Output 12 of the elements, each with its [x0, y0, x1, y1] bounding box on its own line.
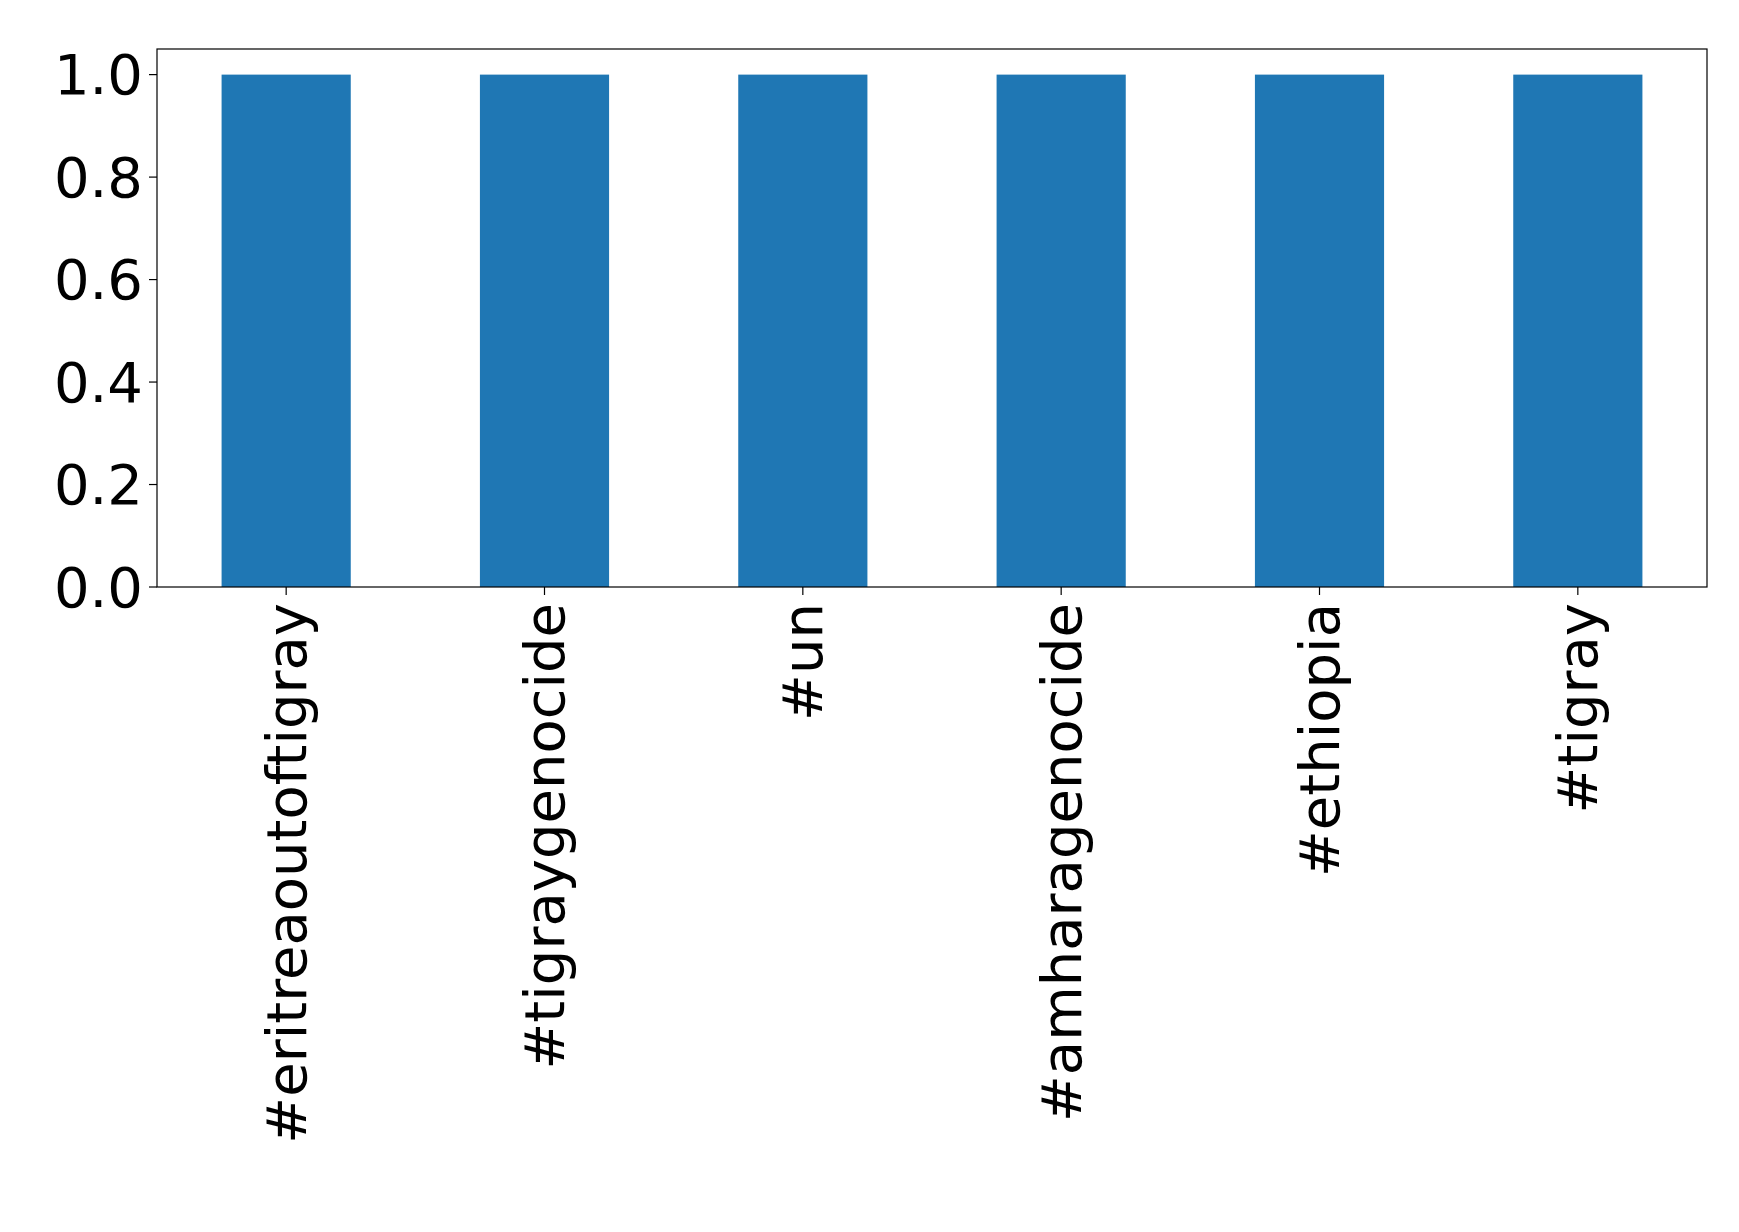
y-tick-label: 0.0 [53, 554, 143, 620]
x-tick-label: #eritreaoutoftigray [253, 603, 319, 1144]
x-tick-label: #un [770, 603, 836, 721]
x-tick-label: #tigray [1545, 603, 1611, 814]
x-tick-label: #amharagenocide [1028, 603, 1094, 1123]
y-tick-label: 1.0 [53, 42, 143, 108]
y-tick-label: 0.4 [53, 349, 143, 415]
x-tick-label: #tigraygenocide [512, 603, 578, 1070]
y-tick-label: 0.6 [53, 247, 143, 313]
y-tick-label: 0.2 [53, 452, 143, 518]
y-tick-label: 0.8 [53, 144, 143, 210]
x-tick-label: #ethiopia [1287, 603, 1353, 878]
